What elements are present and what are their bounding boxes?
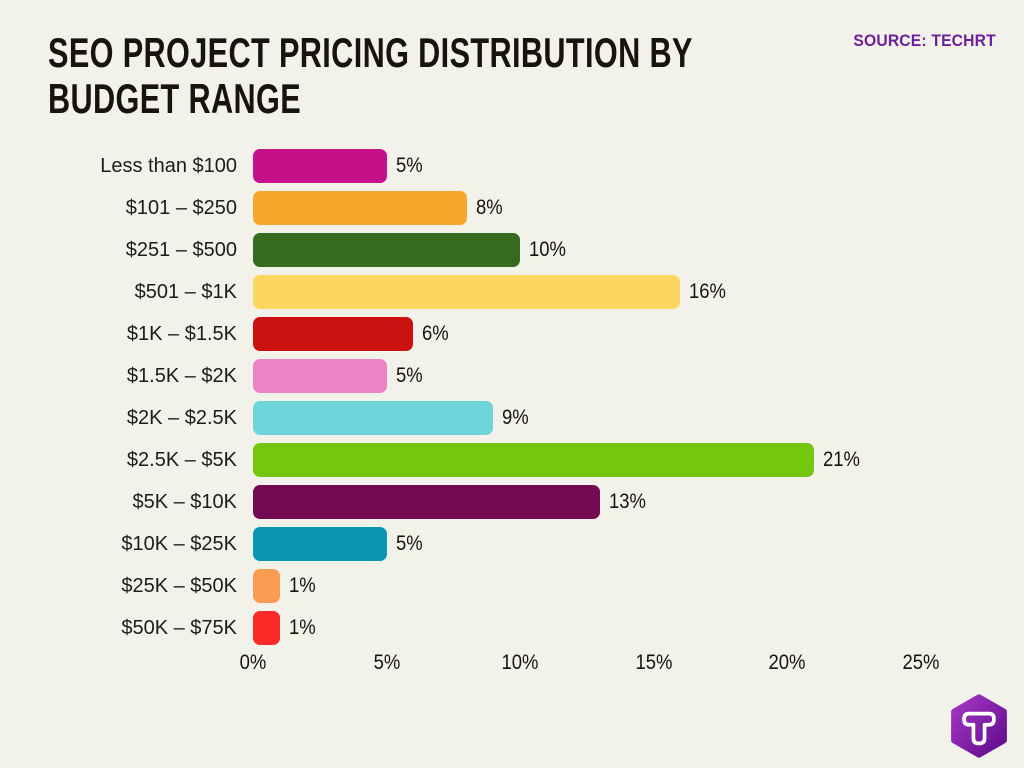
category-label: $5K – $10K (132, 490, 237, 513)
bar (253, 443, 814, 477)
bar-track: 5% (237, 149, 988, 183)
bar-track: 16% (237, 275, 988, 309)
bar-value-label: 9% (502, 406, 530, 429)
bar-track: 5% (237, 359, 988, 393)
x-axis-tick: 5% (371, 651, 401, 675)
bar-rows: Less than $100 5% $101 – $250 8% $251 – $500… (48, 145, 988, 649)
bar (253, 191, 467, 225)
bar-value-label: 21% (822, 448, 860, 471)
bar-row: $501 – $1K 16% (48, 271, 988, 313)
bar (253, 275, 681, 309)
bar-track: 21% (237, 443, 988, 477)
chart-title-line2: BUDGET RANGE (48, 75, 302, 123)
techrt-hexagon-logo (951, 694, 1007, 758)
category-label: $251 – $500 (125, 238, 237, 261)
bar-track: 10% (237, 233, 988, 267)
bar-row: $2.5K – $5K 21% (48, 439, 988, 481)
x-axis-tick-label: 0% (239, 651, 267, 674)
bar-value-label: 5% (395, 532, 423, 555)
x-axis-tick-label: 5% (373, 651, 400, 674)
bar-row: $2K – $2.5K 9% (48, 397, 988, 439)
category-label: $1.5K – $2K (126, 364, 237, 387)
bar-track: 1% (237, 569, 988, 603)
bar (253, 317, 414, 351)
bar-value-label: 1% (288, 574, 316, 597)
bar-row: $10K – $25K 5% (48, 523, 988, 565)
x-axis-tick: 20% (766, 651, 808, 675)
bar-track: 6% (237, 317, 988, 351)
bar-row: $25K – $50K 1% (48, 565, 988, 607)
bar-value-label: 6% (422, 322, 449, 345)
bar-value-label: 5% (395, 154, 423, 177)
bar-value-label: 16% (689, 280, 727, 303)
category-label: Less than $100 (100, 154, 237, 177)
bar (253, 569, 280, 603)
bar-row: $1.5K – $2K 5% (48, 355, 988, 397)
x-axis-tick-label: 15% (635, 651, 672, 674)
bar-chart: Less than $100 5% $101 – $250 8% $251 – $500… (48, 145, 988, 649)
bar-value-label: 10% (529, 238, 566, 261)
bar-value-label: 13% (609, 490, 647, 513)
category-label: $101 – $250 (125, 196, 237, 219)
bar-row: $101 – $250 8% (48, 187, 988, 229)
bar-track: 1% (237, 611, 988, 645)
logo-letter-t-icon (962, 711, 996, 746)
category-label: $2K – $2.5K (126, 406, 237, 429)
category-label: $501 – $1K (134, 280, 237, 303)
source-label: SOURCE: TECHRT (853, 31, 996, 50)
bar (253, 359, 387, 393)
bar-track: 13% (237, 485, 988, 519)
x-axis-tick-label: 20% (768, 651, 806, 674)
bar (253, 611, 280, 645)
category-label: $2.5K – $5K (126, 448, 237, 471)
chart-title: SEO PROJECT PRICING DISTRIBUTION BY BUDG… (48, 29, 693, 123)
x-axis-tick-label: 10% (501, 651, 539, 674)
chart-title-line1: SEO PROJECT PRICING DISTRIBUTION BY (48, 29, 693, 76)
x-axis-tick: 25% (899, 651, 941, 675)
bar (253, 401, 494, 435)
bar-row: $50K – $75K 1% (48, 607, 988, 649)
bar-track: 5% (237, 527, 988, 561)
bar-value-label: 5% (395, 364, 423, 387)
bar-track: 8% (237, 191, 988, 225)
bar-value-label: 1% (288, 616, 316, 639)
bar-row: Less than $100 5% (48, 145, 988, 187)
x-axis-tick-label: 25% (902, 651, 939, 674)
bar-row: $251 – $500 10% (48, 229, 988, 271)
x-axis-tick: 10% (499, 651, 541, 675)
bar-row: $5K – $10K 13% (48, 481, 988, 523)
bar-value-label: 8% (475, 196, 503, 219)
bar-track: 9% (237, 401, 988, 435)
bar (253, 233, 520, 267)
x-axis-tick: 15% (632, 651, 674, 675)
bar (253, 527, 387, 561)
x-axis-tick: 0% (238, 651, 268, 675)
bar (253, 485, 601, 519)
hexagon-shape (951, 694, 1007, 758)
bar-row: $1K – $1.5K 6% (48, 313, 988, 355)
category-label: $25K – $50K (121, 574, 237, 597)
category-label: $10K – $25K (121, 532, 237, 555)
category-label: $50K – $75K (121, 616, 237, 639)
category-label: $1K – $1.5K (126, 322, 237, 345)
x-axis: 0% 5% 10% 15% 20% 25% (48, 648, 988, 680)
bar (253, 149, 387, 183)
